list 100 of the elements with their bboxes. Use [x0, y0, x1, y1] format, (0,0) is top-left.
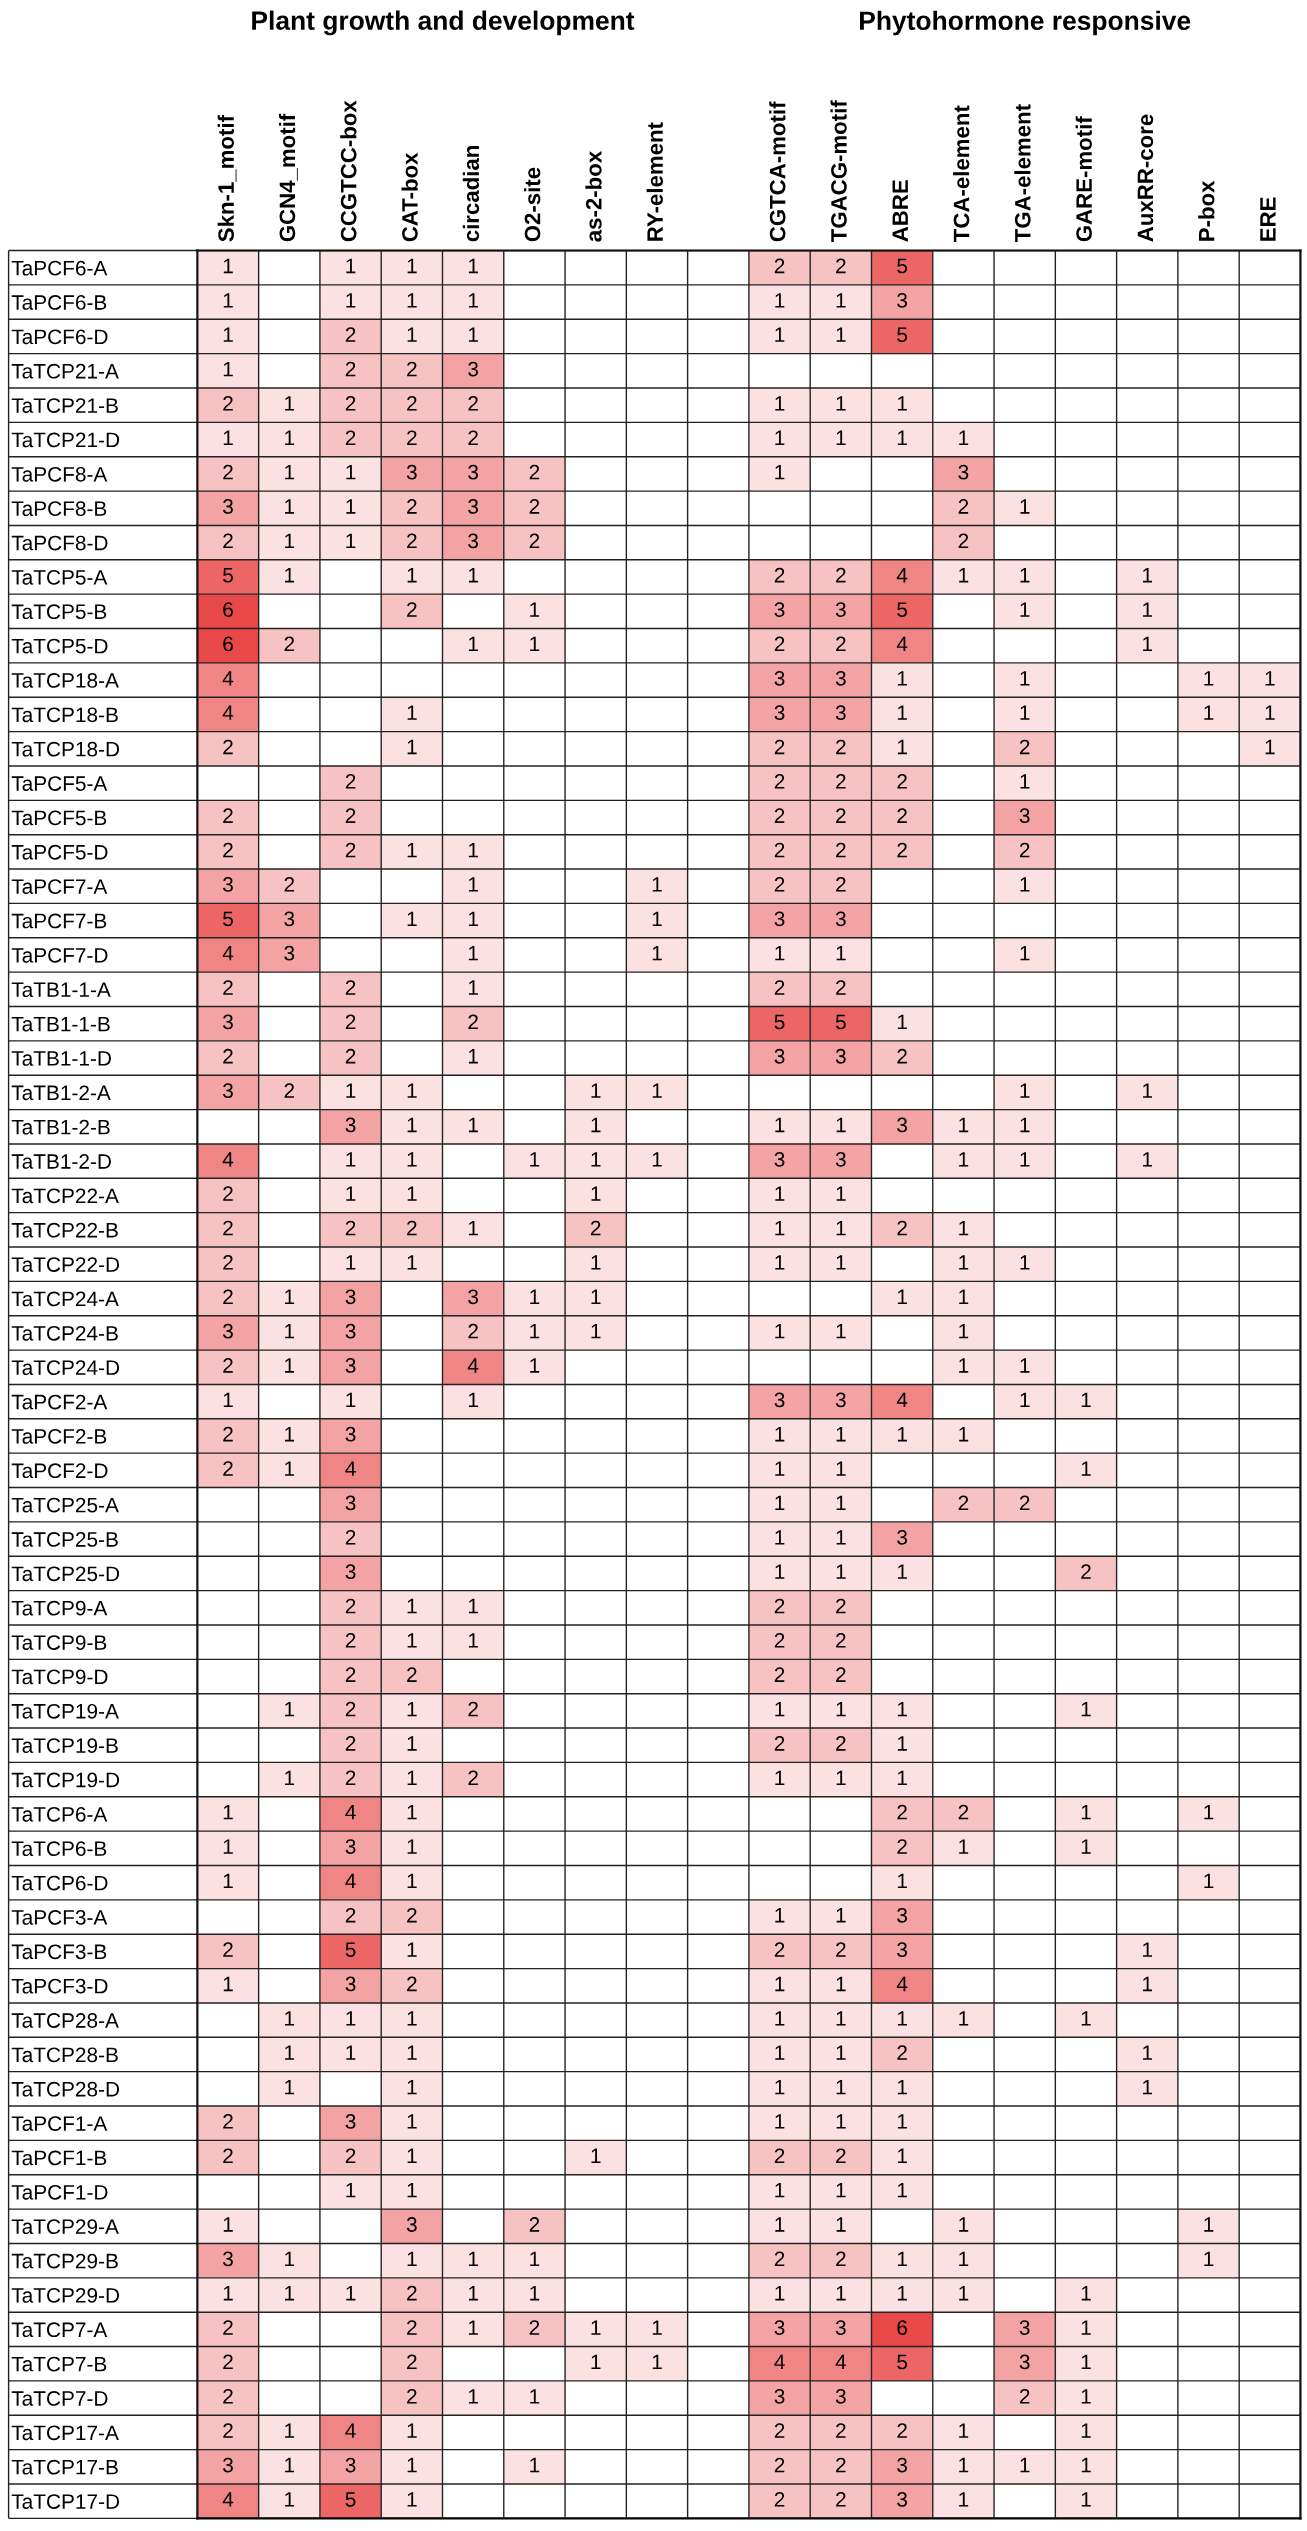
data-label: 2: [836, 567, 846, 583]
y-tick-label: TaTCP28-B: [11, 2047, 118, 2063]
data-label: 1: [346, 1152, 356, 1167]
y-tick-label: TaTCP19-D: [11, 1772, 120, 1788]
data-label: 3: [468, 499, 479, 514]
data-label: 2: [836, 1598, 846, 1614]
data-label: 1: [407, 2114, 417, 2129]
data-label: 1: [775, 2011, 785, 2026]
text: Phytohormone responsive: [860, 10, 1191, 36]
data-label: 2: [836, 636, 846, 652]
data-label: 1: [775, 1255, 785, 1270]
data-label: 2: [958, 533, 969, 549]
data-label: 1: [836, 430, 846, 445]
data-label: 2: [345, 1014, 356, 1030]
data-label: 3: [835, 1048, 846, 1064]
data-label: 2: [529, 499, 540, 514]
data-label: 2: [774, 980, 785, 995]
data-label: 1: [407, 2148, 417, 2163]
data-label: 1: [346, 293, 356, 308]
data-label: 1: [775, 2217, 785, 2232]
data-label: 2: [223, 1358, 233, 1373]
data-label: 1: [1143, 636, 1153, 652]
data-label: 1: [346, 1186, 356, 1201]
data-label: 1: [407, 1083, 417, 1098]
y-tick-label: TaTCP6-A: [11, 1806, 108, 1822]
data-label: 3: [835, 1151, 846, 1167]
data-label: 3: [468, 361, 479, 377]
data-label: 1: [346, 2045, 356, 2060]
data-label: 1: [407, 705, 417, 720]
data-label: 1: [285, 396, 295, 411]
data-label: 1: [346, 1392, 356, 1408]
data-label: 2: [774, 808, 785, 823]
data-label: 1: [959, 1255, 969, 1270]
data-label: 1: [836, 1495, 846, 1511]
data-label: 1: [1020, 671, 1030, 686]
data-label: 1: [1081, 1392, 1091, 1408]
data-label: 1: [468, 2389, 478, 2404]
data-label: 2: [836, 2457, 846, 2473]
data-label: 1: [836, 293, 846, 308]
data-label: 4: [774, 2354, 785, 2370]
data-label: 6: [223, 602, 233, 617]
data-label: 2: [223, 464, 233, 480]
data-label: 1: [1204, 2217, 1214, 2232]
data-label: 5: [897, 2354, 908, 2370]
data-label: 1: [468, 1392, 478, 1408]
data-label: 1: [346, 464, 356, 480]
data-label: 1: [468, 980, 478, 995]
data-label: 3: [345, 1976, 356, 1992]
data-label: 1: [836, 2114, 846, 2129]
data-label: 2: [345, 1770, 356, 1785]
data-label: 2: [407, 396, 417, 411]
data-label: 1: [836, 2045, 846, 2060]
data-label: 1: [836, 946, 846, 961]
data-label: 3: [223, 2251, 233, 2267]
y-tick-label: TaTCP7-A: [11, 2322, 108, 2338]
data-label: 1: [775, 293, 785, 308]
data-label: 1: [775, 1461, 785, 1476]
data-label: 1: [407, 568, 417, 583]
data-label: 2: [223, 2423, 233, 2438]
data-label: 1: [407, 2251, 417, 2267]
data-label: 1: [775, 327, 785, 342]
data-label: 1: [407, 1736, 417, 1751]
data-label: 1: [775, 946, 785, 961]
data-label: 1: [468, 1117, 478, 1133]
data-label: 1: [836, 1701, 846, 1717]
data-label: 2: [345, 980, 356, 995]
data-label: 1: [1020, 705, 1030, 720]
data-label: 3: [345, 1564, 356, 1580]
data-label: 1: [407, 1117, 417, 1133]
data-label: 2: [284, 1083, 295, 1098]
data-label: 1: [775, 2079, 785, 2095]
data-label: 1: [836, 2182, 846, 2198]
data-label: 2: [958, 1804, 969, 1820]
data-label: 2: [345, 773, 356, 789]
data-label: 1: [1143, 1152, 1153, 1167]
y-tick-label: TaPCF8-D: [11, 535, 108, 551]
data-label: 5: [345, 1942, 356, 1957]
y-tick-label: TaPCF6-A: [11, 260, 108, 276]
data-label: 1: [285, 430, 295, 445]
data-label: 1: [223, 1805, 233, 1820]
data-label: 2: [223, 2320, 233, 2335]
data-label: 1: [468, 293, 478, 308]
data-label: 3: [1019, 2320, 1030, 2335]
data-label: 1: [407, 1805, 417, 1820]
y-tick-label: TaTB1-2-B: [11, 1119, 110, 1135]
data-label: 1: [775, 1770, 785, 1785]
data-label: 1: [530, 1323, 540, 1339]
y-tick-label: TaPCF2-A: [11, 1394, 108, 1410]
data-label: 1: [836, 2286, 846, 2301]
data-label: 2: [774, 1667, 785, 1682]
data-label: 2: [836, 877, 846, 892]
data-label: 2: [836, 1633, 846, 1648]
y-tick-label: TaTCP19-B: [11, 1738, 118, 1753]
data-label: 1: [346, 2011, 356, 2026]
data-label: 3: [1019, 2354, 1030, 2370]
y-tick-label: TaTB1-2-A: [11, 1085, 111, 1101]
data-label: 3: [406, 2217, 417, 2232]
data-label: 1: [959, 2492, 969, 2507]
data-label: 1: [652, 877, 662, 892]
data-label: 2: [529, 533, 540, 549]
